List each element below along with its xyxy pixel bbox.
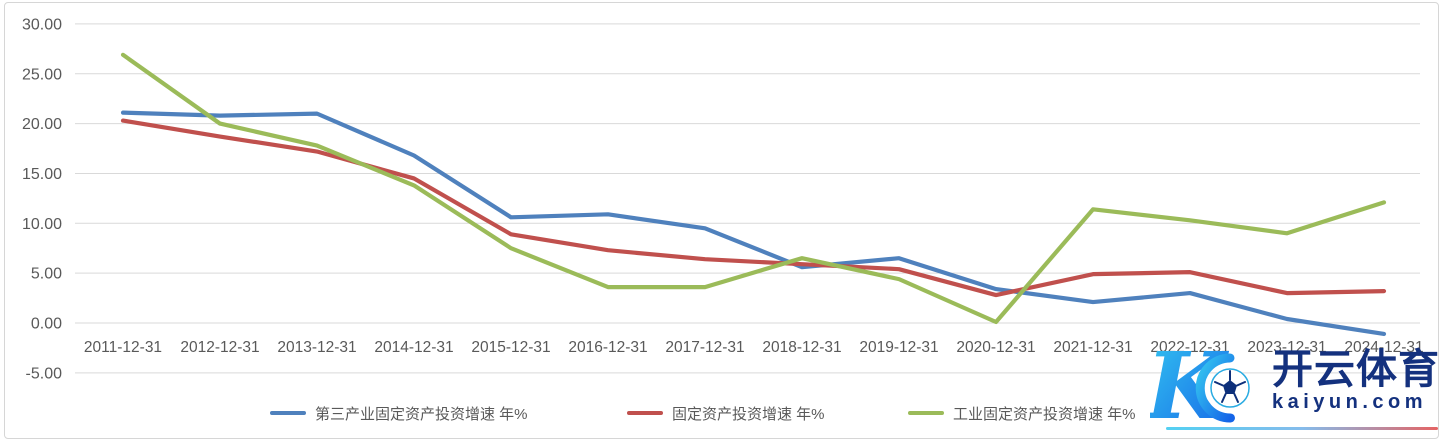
series-line-0 [120,110,1387,337]
x-axis-label: 2011-12-31 [84,339,162,356]
legend-item-tertiary-industry: 第三产业固定资产投资增速 年% [270,404,528,423]
series-line-1 [120,118,1387,298]
y-axis-label: 15.00 [22,166,62,183]
kaiyun-k-soccer-logo-icon: K [1150,336,1250,436]
x-axis-label: 2015-12-31 [471,339,550,356]
x-axis-label: 2013-12-31 [277,339,356,356]
x-axis-label: 2019-12-31 [859,339,938,356]
legend-label: 固定资产投资增速 年% [672,405,825,423]
y-axis-label: 0.00 [31,316,62,333]
legend-line-swatch-red [627,410,663,416]
x-axis-label: 2016-12-31 [568,339,647,356]
legend-line-swatch-blue [270,410,306,416]
x-axis-label: 2014-12-31 [374,339,453,356]
x-axis-label: 2017-12-31 [665,339,744,356]
x-axis-label: 2023-12-31 [1247,339,1326,356]
x-axis-label: 2020-12-31 [956,339,1035,356]
legend-item-industrial: 工业固定资产投资增速 年% [908,404,1136,423]
y-axis-label: -5.00 [26,365,63,382]
x-axis-label: 2022-12-31 [1150,339,1229,356]
y-axis-label: 20.00 [22,116,62,133]
x-axis-label: 2018-12-31 [762,339,841,356]
y-axis-label: 30.00 [22,16,62,33]
x-axis-label: 2021-12-31 [1053,339,1132,356]
y-axis-label: 25.00 [22,66,62,83]
legend-label: 工业固定资产投资增速 年% [953,405,1136,423]
series-line-2 [120,52,1387,325]
x-axis-label: 2012-12-31 [180,339,259,356]
watermark-brand-text: 开云体育 [1272,346,1440,392]
legend-item-fixed-asset: 固定资产投资增速 年% [627,404,825,423]
legend-line-swatch-green [908,410,944,416]
watermark-domain-text: kaiyun.com [1272,391,1428,414]
y-axis-label: 10.00 [22,216,62,233]
y-axis-label: 5.00 [31,266,62,283]
kaiyun-watermark: K 开云体育 kaiyun.com [1150,336,1446,436]
legend-label: 第三产业固定资产投资增速 年% [315,405,528,423]
watermark-underline [1166,427,1438,430]
x-axis-label: 2024-12-31 [1344,339,1423,356]
